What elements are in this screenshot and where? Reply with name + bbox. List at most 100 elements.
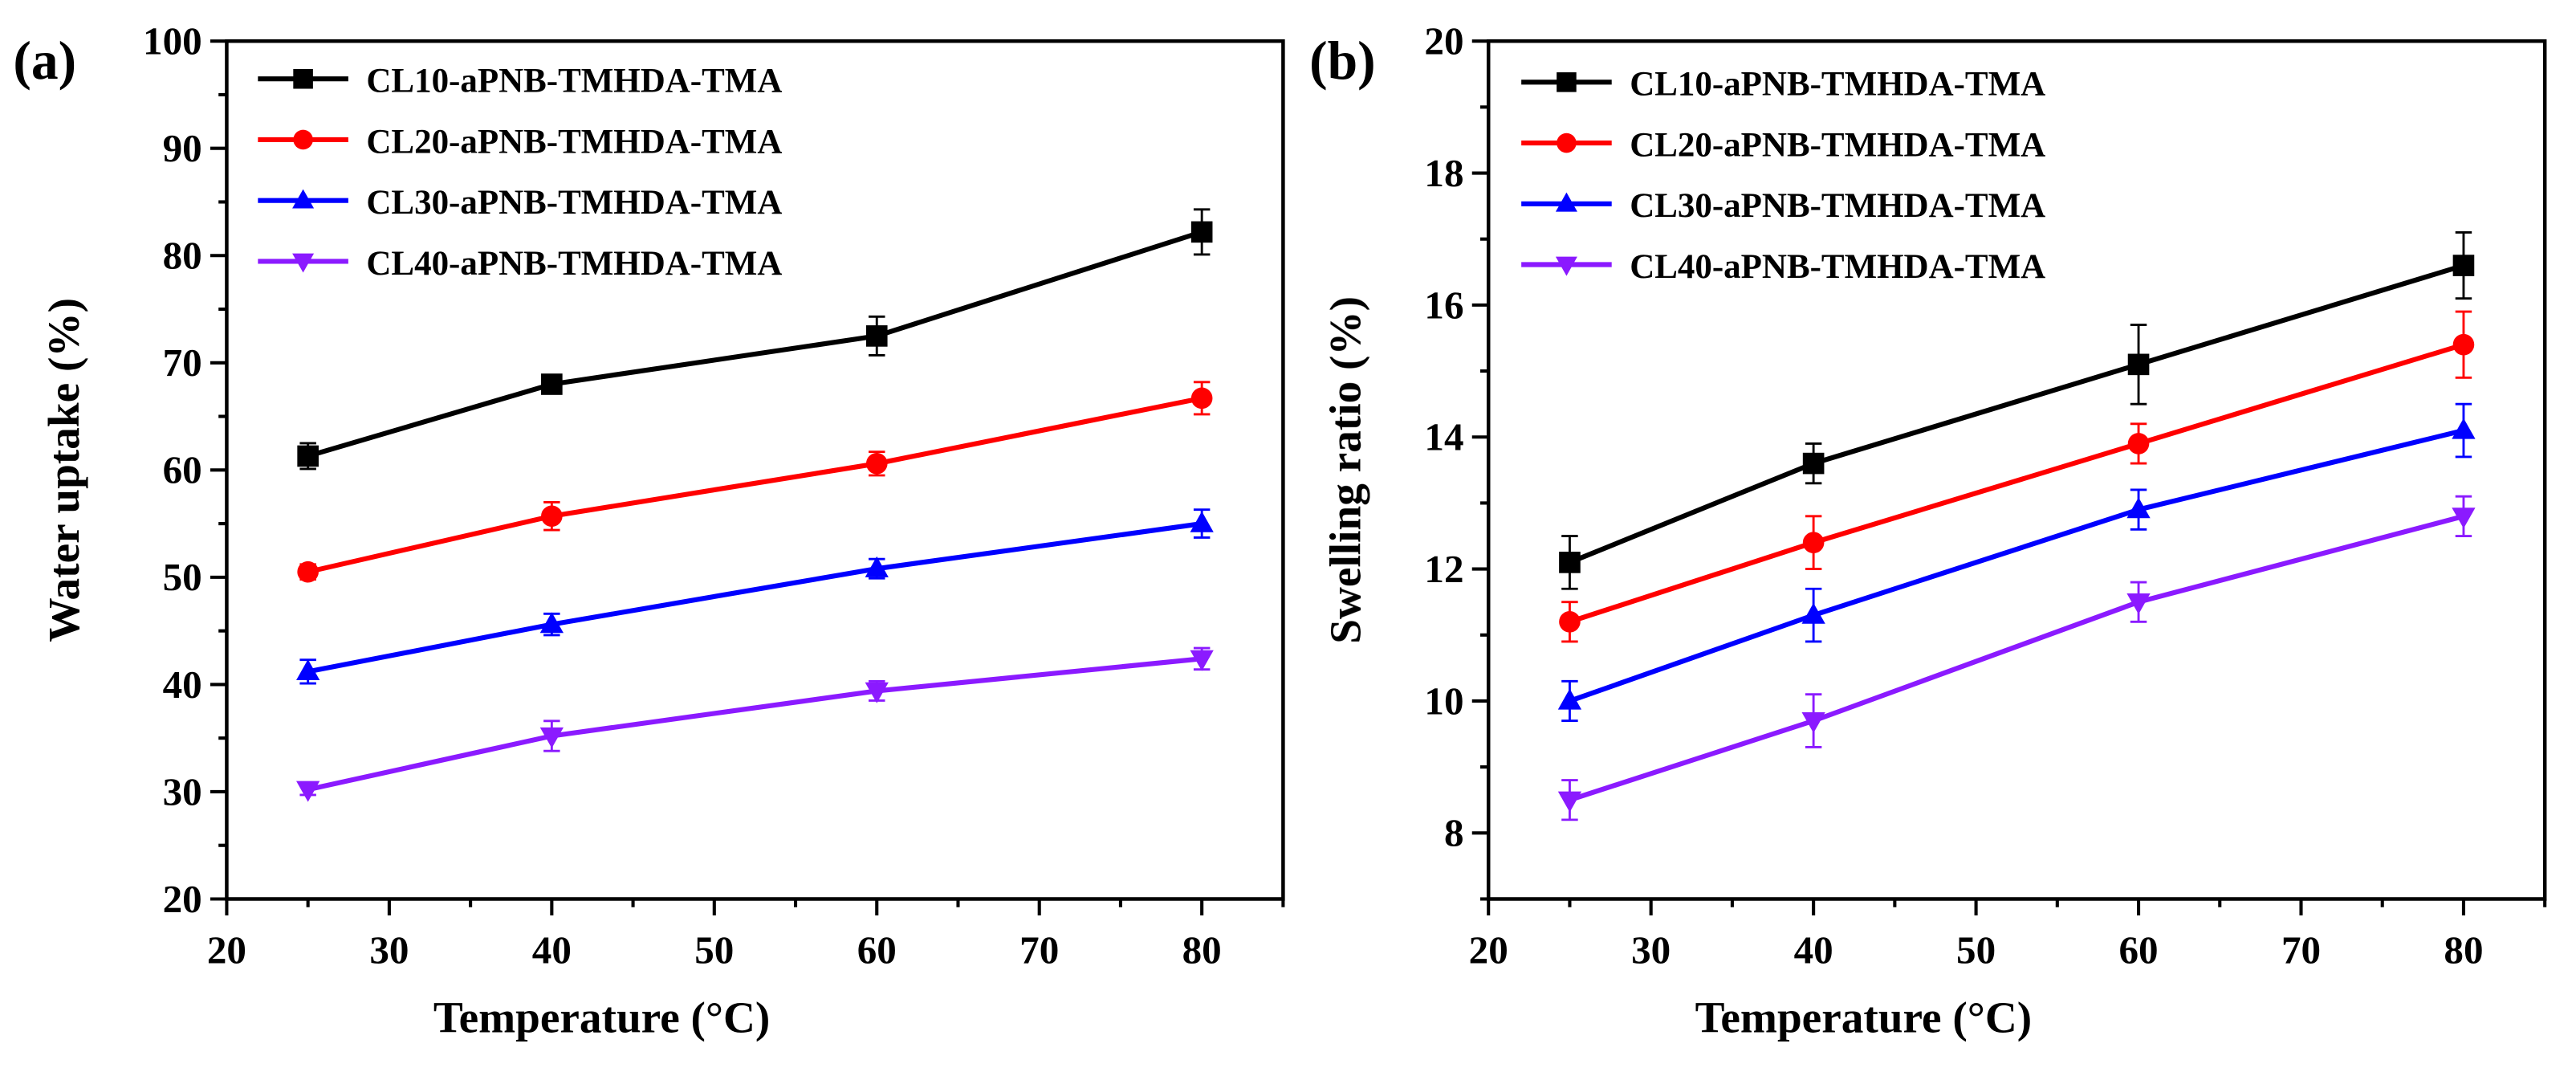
panel-b-series-cl30-apnb-tmhda-tma-point — [2126, 497, 2151, 519]
panel-b-series-cl20-apnb-tmhda-tma — [1559, 310, 2475, 643]
panel-b-series-cl10-apnb-tmhda-tma — [1559, 231, 2475, 590]
panel-b-series-cl10-apnb-tmhda-tma-point — [1802, 452, 1825, 475]
panel-b-legend-entry: CL10-aPNB-TMHDA-TMA — [1521, 66, 2045, 104]
panel-a-legend-label: CL20-aPNB-TMHDA-TMA — [366, 123, 782, 161]
panel-b-series-cl20-apnb-tmhda-tma-line — [1569, 342, 2464, 625]
panel-a-series-cl10-apnb-tmhda-tma-point — [297, 445, 319, 467]
panel-a-x-axis-title: Temperature (°C) — [433, 993, 771, 1042]
panel-b-series-cl30-apnb-tmhda-tma — [1557, 402, 2476, 723]
panel-b-x-tick-label: 50 — [1956, 927, 1996, 972]
panel-b-y-tick-label: 14 — [1424, 415, 1463, 459]
panel-b-series-cl20-apnb-tmhda-tma-point — [2452, 333, 2475, 356]
panel-b: 20 30 40 50 60 70 80 8 10 12 14 16 18 20 Temperature (… — [1309, 19, 2547, 1042]
panel-a-legend-marker — [292, 253, 315, 273]
panel-b-y-tick-label: 10 — [1424, 679, 1463, 723]
panel-b-legend-entry: CL30-aPNB-TMHDA-TMA — [1521, 187, 2045, 225]
panel-a-series-cl40-apnb-tmhda-tma-line — [307, 656, 1203, 793]
panel-a-series-cl10-apnb-tmhda-tma — [297, 208, 1213, 471]
panel-b-legend-entry: CL40-aPNB-TMHDA-TMA — [1521, 248, 2045, 286]
panel-b-x-tick-label: 20 — [1469, 927, 1508, 972]
panel-a-legend-marker — [293, 68, 313, 89]
panel-a-series-cl40-apnb-tmhda-tma-point — [865, 682, 889, 703]
panel-b-series-cl20-apnb-tmhda-tma-point — [1802, 532, 1825, 554]
panel-a-series-cl30-apnb-tmhda-tma-point — [865, 556, 889, 577]
panel-a-x-tick-label: 50 — [694, 927, 734, 972]
panel-a-series-cl10-apnb-tmhda-tma-point — [541, 373, 563, 395]
panel-b-legend-marker — [1557, 132, 1577, 153]
panel-a-series-cl30-apnb-tmhda-tma-point — [296, 659, 320, 681]
panel-a-series-cl10-apnb-tmhda-tma-point — [1190, 221, 1213, 243]
panel-b-x-axis-title: Temperature (°C) — [1695, 993, 2033, 1042]
panel-a-legend-entry: CL30-aPNB-TMHDA-TMA — [258, 184, 782, 222]
panel-b-y-tick-label: 18 — [1424, 151, 1463, 195]
panel-a-x-tick-label: 70 — [1019, 927, 1059, 972]
panel-a-y-tick-label: 50 — [163, 555, 202, 599]
panel-b-series-cl20-apnb-tmhda-tma-point — [1559, 611, 1581, 633]
panel-b-series-cl40-apnb-tmhda-tma-line — [1569, 513, 2464, 803]
panel-b-series-cl40-apnb-tmhda-tma-point — [2452, 508, 2476, 529]
panel-b-series-cl30-apnb-tmhda-tma-point — [1801, 602, 1825, 624]
panel-a-legend-entry: CL20-aPNB-TMHDA-TMA — [258, 123, 782, 161]
panel-b-x-tick-label: 80 — [2444, 927, 2483, 972]
panel-b-y-tick-label: 20 — [1424, 19, 1463, 63]
panel-a-legend-marker — [293, 129, 313, 150]
panel-a-series-cl10-apnb-tmhda-tma-line — [307, 229, 1203, 459]
panel-a-series-cl30-apnb-tmhda-tma — [296, 508, 1214, 685]
panel-b-label: (b) — [1309, 31, 1376, 91]
panel-b-series-cl10-apnb-tmhda-tma-point — [1559, 552, 1581, 573]
panel-a-x-tick-label: 30 — [369, 927, 409, 972]
panel-a-legend-label: CL10-aPNB-TMHDA-TMA — [366, 63, 782, 100]
panel-b-series-cl30-apnb-tmhda-tma-point — [1557, 688, 1582, 710]
panel-b-legend-entry: CL20-aPNB-TMHDA-TMA — [1521, 126, 2045, 164]
panel-a-series-cl40-apnb-tmhda-tma-point — [1190, 650, 1214, 671]
panel-b-series-cl30-apnb-tmhda-tma-point — [2452, 418, 2476, 439]
panel-b-series-cl10-apnb-tmhda-tma-point — [2452, 255, 2475, 276]
panel-a-series-cl20-apnb-tmhda-tma — [297, 381, 1213, 583]
panel-b-x-tick-label: 40 — [1794, 927, 1833, 972]
panel-b-series-cl40-apnb-tmhda-tma-point — [1557, 791, 1582, 813]
panel-b-legend-marker — [1557, 72, 1577, 92]
panel-a-y-tick-label: 40 — [163, 662, 202, 707]
panel-b-series-cl30-apnb-tmhda-tma-line — [1569, 428, 2464, 703]
panel-b-legend-label: CL40-aPNB-TMHDA-TMA — [1630, 248, 2045, 286]
panel-b-legend-marker — [1555, 192, 1577, 212]
panel-a-y-tick-label: 70 — [163, 340, 202, 385]
panel-a-y-tick-label: 20 — [163, 877, 202, 921]
panel-a-series-cl40-apnb-tmhda-tma — [296, 646, 1214, 802]
panel-a-series-cl30-apnb-tmhda-tma-point — [539, 612, 564, 634]
panel-b-legend-label: CL30-aPNB-TMHDA-TMA — [1630, 187, 2045, 225]
panel-b-series-cl40-apnb-tmhda-tma-point — [2126, 593, 2151, 614]
panel-b-frame — [1486, 39, 2547, 901]
panel-a-x-tick-label: 20 — [207, 927, 246, 972]
panel-b-y-tick-label: 16 — [1424, 283, 1463, 327]
panel-a-legend-label: CL30-aPNB-TMHDA-TMA — [366, 184, 782, 222]
panel-b-y-tick-label: 8 — [1444, 811, 1464, 855]
panel-a-y-tick-label: 30 — [163, 769, 202, 813]
panel-b-x-tick-label: 70 — [2281, 927, 2321, 972]
panel-a-series-cl20-apnb-tmhda-tma-point — [865, 453, 888, 475]
panel-a-y-tick-label: 90 — [163, 126, 202, 170]
panel-a-y-tick-label: 60 — [163, 448, 202, 492]
panel-a-series-cl20-apnb-tmhda-tma-point — [1190, 387, 1213, 410]
panel-a-series-cl30-apnb-tmhda-tma-line — [307, 521, 1203, 675]
panel-b-x-tick-label: 60 — [2118, 927, 2158, 972]
panel-a-y-tick-label: 80 — [163, 234, 202, 278]
panel-a-x-tick-label: 40 — [532, 927, 572, 972]
panel-a-series-cl10-apnb-tmhda-tma-point — [865, 325, 888, 347]
panel-b-series-cl40-apnb-tmhda-tma — [1557, 495, 2476, 821]
panel-a-series-cl20-apnb-tmhda-tma-point — [297, 560, 319, 583]
panel-a-legend-entry: CL10-aPNB-TMHDA-TMA — [258, 63, 782, 100]
panel-b-series-cl10-apnb-tmhda-tma-point — [2127, 353, 2150, 376]
panel-a-y-tick-label: 100 — [143, 19, 202, 63]
panel-a-series-cl40-apnb-tmhda-tma-point — [296, 781, 320, 802]
panel-a-legend-marker — [292, 189, 315, 209]
panel-a-y-axis-title: Water uptake (%) — [39, 298, 88, 642]
panel-b-x-tick-label: 30 — [1631, 927, 1671, 972]
panel-b-y-axis-title: Swelling ratio (%) — [1321, 296, 1370, 644]
panel-b-legend-label: CL10-aPNB-TMHDA-TMA — [1630, 66, 2045, 104]
panel-a-series-cl20-apnb-tmhda-tma-line — [307, 395, 1203, 575]
panel-b-series-cl40-apnb-tmhda-tma-point — [1801, 711, 1825, 733]
panel-b-y-tick-label: 12 — [1424, 547, 1463, 591]
panel-a-series-cl20-apnb-tmhda-tma-point — [541, 505, 563, 528]
